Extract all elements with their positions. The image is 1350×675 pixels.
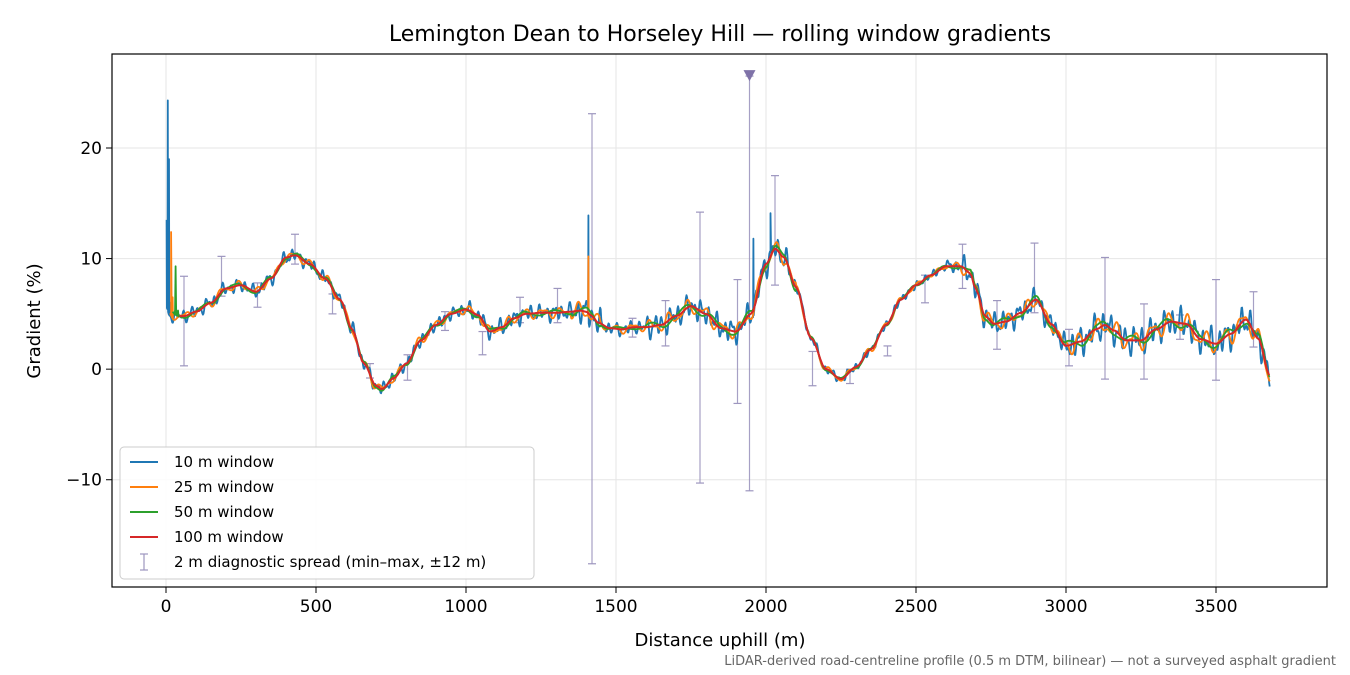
spread-clipped-marker (743, 70, 756, 82)
x-tick-label: 3000 (1044, 597, 1087, 617)
footnote: LiDAR-derived road-centreline profile (0… (724, 654, 1336, 669)
plot-frame (111, 53, 1328, 588)
y-tick-label: −10 (66, 471, 102, 491)
series-lines (165, 99, 1271, 395)
y-axis-label: Gradient (%) (24, 263, 45, 378)
series-line-100m (179, 247, 1271, 390)
x-axis-label: Distance uphill (m) (635, 630, 806, 651)
legend-label: 10 m window (174, 453, 274, 471)
x-tick-label: 2500 (894, 597, 937, 617)
y-tick-label: 10 (80, 250, 102, 270)
legend-label: 50 m window (174, 503, 274, 521)
x-tick-label: 1500 (594, 597, 637, 617)
axis-ticks: 0 500 1000 1500 2000 2500 3000 3500 −10 0 10 20 (66, 139, 1238, 617)
y-tick-label: 20 (80, 139, 102, 159)
legend-label: 100 m window (174, 528, 284, 546)
chart-title: Lemington Dean to Horseley Hill — rollin… (389, 22, 1051, 47)
x-tick-label: 1000 (444, 597, 487, 617)
legend-box (119, 446, 535, 580)
x-tick-label: 0 (161, 597, 172, 617)
y-tick-label: 0 (91, 360, 102, 380)
x-tick-label: 2000 (744, 597, 787, 617)
x-tick-label: 3500 (1194, 597, 1237, 617)
legend-label: 2 m diagnostic spread (min–max, ±12 m) (174, 553, 486, 571)
legend-label: 25 m window (174, 478, 274, 496)
legend: 10 m window 25 m window 50 m window 100 m w… (119, 446, 535, 580)
x-tick-label: 500 (300, 597, 332, 617)
